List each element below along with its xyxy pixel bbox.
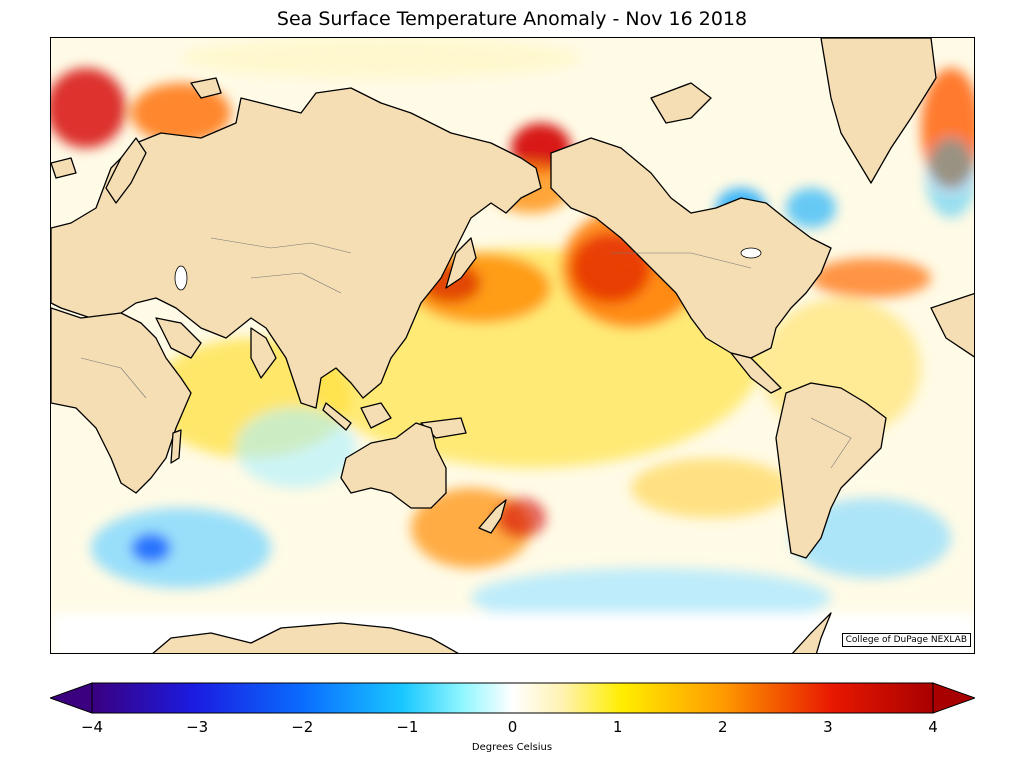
colorbar-extend-high — [932, 682, 975, 714]
ocean-anomaly-field — [51, 38, 974, 653]
africa-landmass — [51, 307, 192, 494]
colorbar-tick-label: −2 — [291, 718, 314, 736]
land-masses — [51, 38, 974, 653]
colorbar-body — [91, 682, 934, 714]
borneo — [360, 402, 392, 429]
colorbar-tick-label: −3 — [186, 718, 209, 736]
scandinavia — [105, 137, 147, 204]
antarctica — [152, 622, 459, 653]
colorbar-tick-label: −1 — [396, 718, 419, 736]
west-africa-right — [930, 292, 974, 358]
canadian-archipelago — [650, 82, 712, 124]
arabia — [155, 317, 202, 359]
colorbar-tick-label: 0 — [507, 718, 518, 736]
lakes — [174, 247, 762, 291]
colorbar-tick-label: 1 — [612, 718, 623, 736]
madagascar — [170, 429, 182, 464]
svalbard — [190, 77, 222, 99]
colorbar-tick-label: 3 — [823, 718, 833, 736]
sst-anomaly-map: College of DuPage NEXLAB — [50, 37, 975, 654]
map-svg — [51, 38, 974, 653]
central-america — [730, 352, 782, 394]
colorbar-extend-low — [50, 682, 93, 714]
sumatra — [322, 402, 352, 431]
credit-label: College of DuPage NEXLAB — [841, 633, 971, 647]
japan — [445, 237, 477, 289]
antarctic-peninsula — [791, 612, 832, 653]
map-title: Sea Surface Temperature Anomaly - Nov 16… — [276, 8, 748, 30]
australia-landmass — [340, 422, 447, 509]
iceland — [51, 157, 77, 179]
eurasia-landmass — [51, 87, 542, 409]
colorbar-tick-label: 4 — [928, 718, 938, 736]
political-borders — [80, 237, 852, 469]
colorbar-tick-label: −4 — [80, 718, 104, 736]
colorbar-label: Degrees Celsius — [471, 742, 553, 753]
colorbar-tick-label: 2 — [717, 718, 728, 736]
colorbar — [50, 682, 975, 714]
new-zealand — [478, 499, 507, 534]
south-america-landmass — [775, 382, 887, 559]
india — [250, 327, 277, 379]
north-america-landmass — [550, 137, 832, 359]
greenland — [820, 38, 937, 184]
